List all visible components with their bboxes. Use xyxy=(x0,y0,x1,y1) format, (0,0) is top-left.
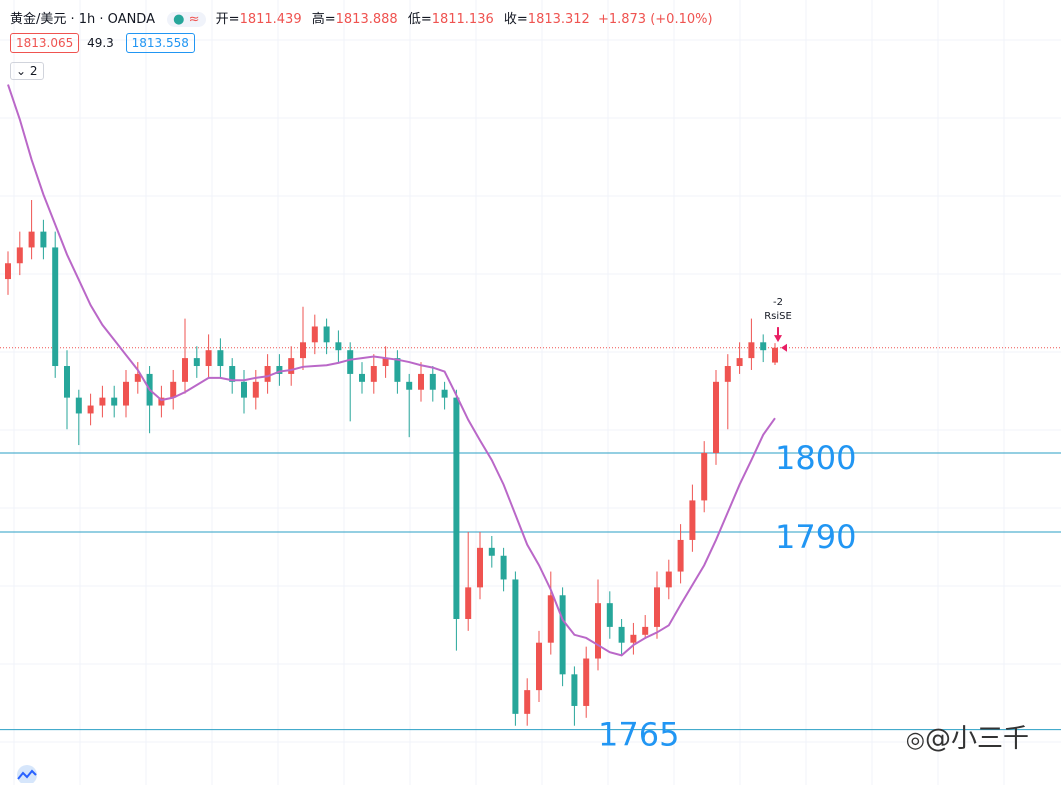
candle-body xyxy=(595,603,601,659)
candle-body xyxy=(134,373,141,382)
candle-body xyxy=(158,397,165,406)
candle-body xyxy=(382,358,389,367)
candle-body xyxy=(618,626,625,643)
candle-body xyxy=(182,358,188,382)
candle-body xyxy=(28,231,35,248)
candle-body xyxy=(642,626,649,635)
candle-body xyxy=(571,674,578,706)
candle-body xyxy=(300,342,306,359)
candle-body xyxy=(241,381,247,398)
logo[interactable] xyxy=(12,763,42,783)
candle-body xyxy=(736,358,743,367)
candle-body xyxy=(52,247,59,367)
candle-body xyxy=(477,547,483,588)
ohlc-value: 1813.888 xyxy=(335,12,398,27)
candle-body xyxy=(16,247,23,264)
quote-row: 1813.065 49.3 1813.558 xyxy=(10,33,199,53)
ohlc-label: 高= xyxy=(311,12,336,27)
candle-body xyxy=(335,342,342,351)
candle-body xyxy=(512,579,519,714)
candle-body xyxy=(394,358,401,382)
candle-body xyxy=(748,342,755,359)
candle-body xyxy=(217,350,224,367)
candle-body xyxy=(111,397,118,406)
candle-body xyxy=(288,358,295,374)
candle-body xyxy=(630,634,637,643)
bid[interactable]: 1813.065 xyxy=(10,33,80,53)
candle-body xyxy=(75,397,82,414)
candle-body xyxy=(264,366,271,382)
candle-body xyxy=(64,366,70,398)
candle-body xyxy=(724,366,731,382)
candle-body xyxy=(713,381,719,453)
candle-body xyxy=(465,587,472,619)
candle-body xyxy=(524,690,531,714)
symbol: 黄金/美元 · 1h · OANDA xyxy=(10,12,155,27)
candle-body xyxy=(654,587,660,627)
signal-arrow xyxy=(774,327,782,343)
watermark-text: @小三千 xyxy=(924,724,1029,754)
candle-body xyxy=(323,326,330,343)
collapse-count: 2 xyxy=(29,64,38,78)
candle-body xyxy=(488,547,495,556)
moving-average xyxy=(7,84,776,657)
candle-body xyxy=(583,658,590,706)
candle-body xyxy=(547,595,554,643)
signal-qty: -2 xyxy=(773,297,783,308)
spread: 49.3 xyxy=(87,36,114,50)
candle-body xyxy=(87,405,94,414)
candle-body xyxy=(429,373,436,390)
candle-body xyxy=(123,381,129,406)
collapse-button[interactable]: ⌄ 2 xyxy=(10,62,44,80)
candle-body xyxy=(559,595,566,675)
candle-body xyxy=(772,347,778,363)
candle-body xyxy=(99,397,106,406)
candle-body xyxy=(193,358,200,367)
candle-body xyxy=(406,381,413,390)
candle-body xyxy=(441,389,448,398)
level-label: 1800 xyxy=(775,439,856,477)
candle-body xyxy=(665,571,672,588)
candle-body xyxy=(500,555,507,580)
candle-body xyxy=(606,603,613,627)
candle-body xyxy=(276,366,283,374)
ohlc-value: 1811.136 xyxy=(431,12,494,27)
header: 黄金/美元 · 1h · OANDA ● ≈ 开=1811.439 高=1813… xyxy=(10,8,713,27)
candle-body xyxy=(347,350,354,374)
candle-body xyxy=(701,452,708,501)
signal-marker xyxy=(781,343,787,352)
candle-body xyxy=(536,642,542,691)
status-icon: ● ≈ xyxy=(167,12,206,27)
level-label: 1765 xyxy=(598,716,679,754)
ohlc-label: 低= xyxy=(407,12,432,27)
candle-body xyxy=(677,539,684,572)
candle-body xyxy=(760,342,767,351)
candle-body xyxy=(205,350,212,367)
candle-body xyxy=(418,373,424,390)
watermark: ◎@小三千 xyxy=(905,724,1029,754)
change: +1.873 (+0.10%) xyxy=(597,12,713,27)
candle-body xyxy=(359,373,365,382)
candle-body xyxy=(5,263,11,280)
candle-body xyxy=(252,381,259,398)
ohlc-value: 1811.439 xyxy=(239,12,302,27)
ohlc-label: 开= xyxy=(215,12,240,27)
ohlc-label: 收= xyxy=(503,12,528,27)
candle-body xyxy=(229,366,236,382)
candle-body xyxy=(311,326,318,343)
candle-body xyxy=(170,381,177,398)
candle-body xyxy=(40,231,47,248)
signal-text: RsiSE xyxy=(764,311,792,322)
candle-body xyxy=(453,397,460,619)
ask[interactable]: 1813.558 xyxy=(125,33,195,53)
candle-body xyxy=(370,366,377,382)
ohlc-value: 1813.312 xyxy=(527,12,590,27)
candle-body xyxy=(689,500,696,540)
level-label: 1790 xyxy=(775,518,856,556)
